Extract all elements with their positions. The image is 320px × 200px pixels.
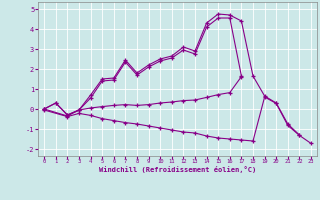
X-axis label: Windchill (Refroidissement éolien,°C): Windchill (Refroidissement éolien,°C) — [99, 166, 256, 173]
